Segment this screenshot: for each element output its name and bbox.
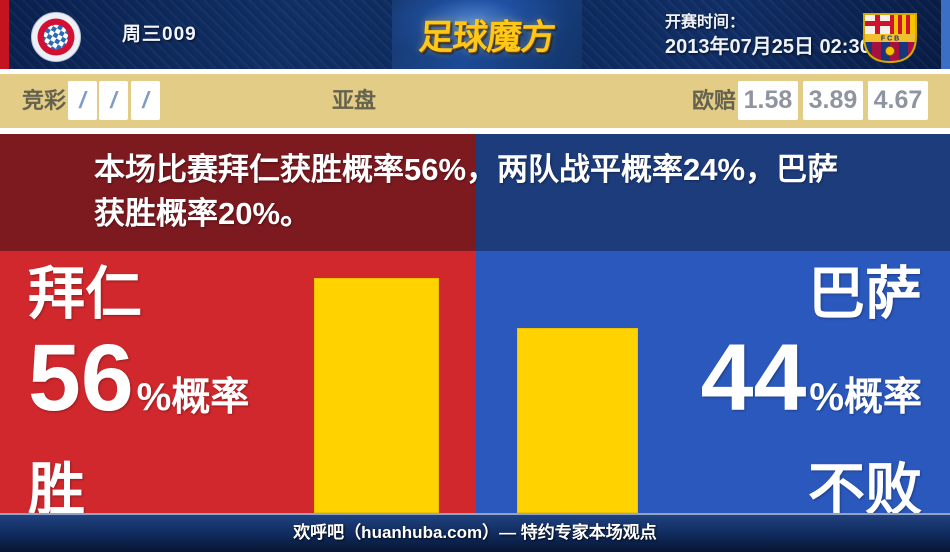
- prediction-panel: 本场比赛拜仁获胜概率56%，两队战平概率24%，巴萨获胜概率20%。 拜仁 56…: [0, 134, 950, 513]
- barca-team-name: 巴萨: [808, 262, 922, 326]
- yapan-label: 亚盘: [332, 88, 377, 113]
- left-red-edge-stripe: [0, 0, 9, 69]
- right-blue-edge-stripe: [941, 0, 950, 69]
- jingcai-odds-box: /: [131, 81, 160, 120]
- bayern-win-percent: 56: [28, 325, 134, 431]
- site-logo[interactable]: 足球魔方: [392, 0, 582, 69]
- footer-bar: 欢呼吧（huanhuba.com）— 特约专家本场观点: [0, 513, 950, 552]
- barca-half-background: [476, 134, 950, 513]
- barca-probability-bar: [517, 328, 638, 513]
- jingcai-odds-box: /: [99, 81, 128, 120]
- site-logo-text: 足球魔方: [417, 18, 557, 57]
- kickoff-time-block: 开赛时间： 2013年07月25日 02:30: [665, 12, 871, 60]
- bayern-outcome-label: 胜: [28, 458, 85, 513]
- bayern-probability-bar: [314, 278, 439, 513]
- barca-outcome-label: 不败: [808, 458, 922, 513]
- barca-unbeaten-percent: 44: [700, 325, 807, 431]
- jingcai-odds-box: /: [68, 81, 97, 120]
- barcelona-crest-icon: F C B: [861, 12, 919, 64]
- bayern-munich-crest-icon: [30, 11, 82, 63]
- oupei-label: 欧赔: [692, 88, 737, 113]
- barca-percent-suffix: %概率: [809, 376, 922, 419]
- odds-bar: 竞彩 / / / 亚盘 欧赔 1.58 3.89 4.67: [0, 74, 950, 128]
- kickoff-time: 2013年07月25日 02:30: [665, 36, 871, 58]
- barca-stat-block: 巴萨 44%概率 不败: [701, 262, 922, 513]
- bayern-stat-block: 拜仁 56%概率 胜: [28, 262, 249, 513]
- prediction-summary-text: 本场比赛拜仁获胜概率56%，两队战平概率24%，巴萨获胜概率20%。: [94, 152, 839, 231]
- bayern-dark-band: [0, 134, 476, 251]
- footer-source-text: 欢呼吧（huanhuba.com）— 特约专家本场观点: [293, 523, 657, 542]
- oupei-odds-away-win: 4.67: [868, 81, 928, 120]
- kickoff-label: 开赛时间：: [665, 14, 746, 31]
- match-code: 周三009: [122, 24, 197, 45]
- barca-dark-band: [476, 134, 950, 251]
- top-header-bar: 周三009 足球魔方 开赛时间： 2013年07月25日 02:30: [0, 0, 950, 69]
- oupei-odds-draw: 3.89: [803, 81, 863, 120]
- oupei-odds-home-win: 1.58: [738, 81, 798, 120]
- bayern-percent-suffix: %概率: [136, 376, 250, 419]
- bayern-team-name: 拜仁: [28, 262, 142, 326]
- jingcai-label: 竞彩: [22, 88, 67, 113]
- svg-text:F C B: F C B: [881, 36, 899, 43]
